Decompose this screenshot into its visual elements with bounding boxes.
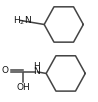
Text: O: O [2,66,9,75]
Text: OH: OH [16,83,30,92]
Text: H: H [33,62,40,71]
Text: H$_2$N: H$_2$N [13,14,32,27]
Text: N: N [33,67,40,76]
